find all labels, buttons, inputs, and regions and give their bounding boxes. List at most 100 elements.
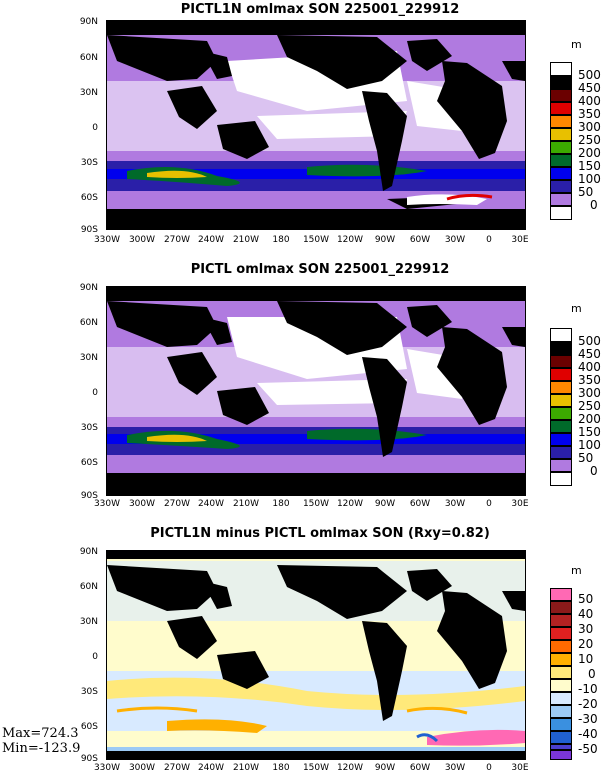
legend-swatch <box>550 394 572 407</box>
lat-label: 30N <box>79 353 98 363</box>
map-image <box>107 21 525 229</box>
legend-swatch <box>550 718 572 731</box>
legend-swatch <box>550 472 572 486</box>
legend-label: 150 <box>578 159 601 173</box>
legend-label: 0 <box>590 198 598 212</box>
legend-label: 250 <box>578 399 601 413</box>
lon-label: 150W <box>302 499 330 509</box>
lat-label: 90S <box>80 754 98 764</box>
legend-label: 450 <box>578 347 601 361</box>
lat-label: 60S <box>80 722 98 732</box>
lon-axis-labels: 330W 300W 270W 240W 210W 180 150W 120W 9… <box>0 235 610 249</box>
legend-unit: m <box>571 302 582 315</box>
lon-label: 60W <box>409 235 431 245</box>
legend-swatch <box>550 446 572 459</box>
legend-swatch <box>550 167 572 180</box>
legend-label: 50 <box>578 451 594 465</box>
lon-label: 300W <box>128 499 156 509</box>
lat-label: 30S <box>80 158 98 168</box>
lon-label: 210W <box>232 235 260 245</box>
legend-label: -20 <box>578 697 598 711</box>
lat-label: 90S <box>80 491 98 501</box>
legend-swatch <box>550 750 572 760</box>
legend-swatch <box>550 679 572 692</box>
legend-label: 300 <box>578 386 601 400</box>
legend-label: 50 <box>578 592 594 606</box>
legend-label: -40 <box>578 727 598 741</box>
max-stat: Max=724.3 <box>2 726 79 741</box>
legend-label: 400 <box>578 360 601 374</box>
legend-swatch <box>550 666 572 679</box>
legend-swatch <box>550 640 572 653</box>
legend-swatch <box>550 102 572 115</box>
legend-label: 200 <box>578 146 601 160</box>
legend-label: -10 <box>578 682 598 696</box>
map-panel-2: PICTL omlmax SON 225001_229912 <box>0 262 610 524</box>
map-plot-area <box>106 20 526 230</box>
legend-unit: m <box>571 38 582 51</box>
map-panel-3: PICTL1N minus PICTL omlmax SON (Rxy=0.82… <box>0 526 610 782</box>
lon-label: 270W <box>163 499 191 509</box>
legend-swatch <box>550 614 572 627</box>
legend-label: -50 <box>578 742 598 756</box>
legend-label: 30 <box>578 622 594 636</box>
min-stat: Min=-123.9 <box>2 741 81 756</box>
lon-label: 60W <box>409 763 431 773</box>
panel-title: PICTL1N omlmax SON 225001_229912 <box>180 2 460 17</box>
lat-label: 90S <box>80 225 98 235</box>
lon-label: 330W <box>93 235 121 245</box>
lon-label: 120W <box>336 763 364 773</box>
lat-label: 30N <box>79 88 98 98</box>
lon-axis-labels: 330W 300W 270W 240W 210W 180 150W 120W 9… <box>0 763 610 777</box>
legend-swatch <box>550 433 572 446</box>
legend-swatch <box>550 128 572 141</box>
map-plot-area <box>106 286 526 496</box>
legend-unit: m <box>571 564 582 577</box>
lat-label: 90N <box>79 283 98 293</box>
lon-label: 30E <box>511 235 529 245</box>
legend-swatch <box>550 744 572 750</box>
lon-label: 240W <box>197 499 225 509</box>
legend-label: 0 <box>588 667 596 681</box>
lat-label: 30N <box>79 617 98 627</box>
legend-label: 400 <box>578 94 601 108</box>
legend-label: 0 <box>590 464 598 478</box>
lon-label: 60W <box>409 499 431 509</box>
legend-label: 450 <box>578 81 601 95</box>
lon-label: 300W <box>128 763 156 773</box>
legend-label: 350 <box>578 373 601 387</box>
lon-label: 270W <box>163 763 191 773</box>
legend-label: 300 <box>578 120 601 134</box>
lon-label: 120W <box>336 499 364 509</box>
lon-label: 120W <box>336 235 364 245</box>
lon-label: 240W <box>197 235 225 245</box>
lat-label: 0 <box>92 652 98 662</box>
legend-swatch <box>550 653 572 666</box>
legend-swatch <box>550 407 572 420</box>
lon-label: 210W <box>232 499 260 509</box>
lon-label: 30W <box>444 763 466 773</box>
legend-label: 500 <box>578 334 601 348</box>
lat-label: 60N <box>79 53 98 63</box>
legend-swatch <box>550 627 572 640</box>
legend-label: 500 <box>578 68 601 82</box>
lat-label: 30S <box>80 687 98 697</box>
lon-label: 210W <box>232 763 260 773</box>
legend-swatch <box>550 180 572 193</box>
lon-label: 180 <box>272 235 290 245</box>
lon-label: 30W <box>444 499 466 509</box>
lat-label: 60N <box>79 318 98 328</box>
lon-label: 180 <box>272 763 290 773</box>
map-image <box>107 287 525 495</box>
lat-label: 0 <box>92 388 98 398</box>
lon-label: 0 <box>486 763 492 773</box>
lon-label: 150W <box>302 763 330 773</box>
lon-label: 90W <box>374 763 396 773</box>
legend-label: 10 <box>578 652 594 666</box>
lon-label: 330W <box>93 499 121 509</box>
legend-swatch <box>550 588 572 601</box>
legend-label: 20 <box>578 637 594 651</box>
lon-label: 330W <box>93 763 121 773</box>
legend-swatch <box>550 76 572 89</box>
lon-label: 180 <box>272 499 290 509</box>
